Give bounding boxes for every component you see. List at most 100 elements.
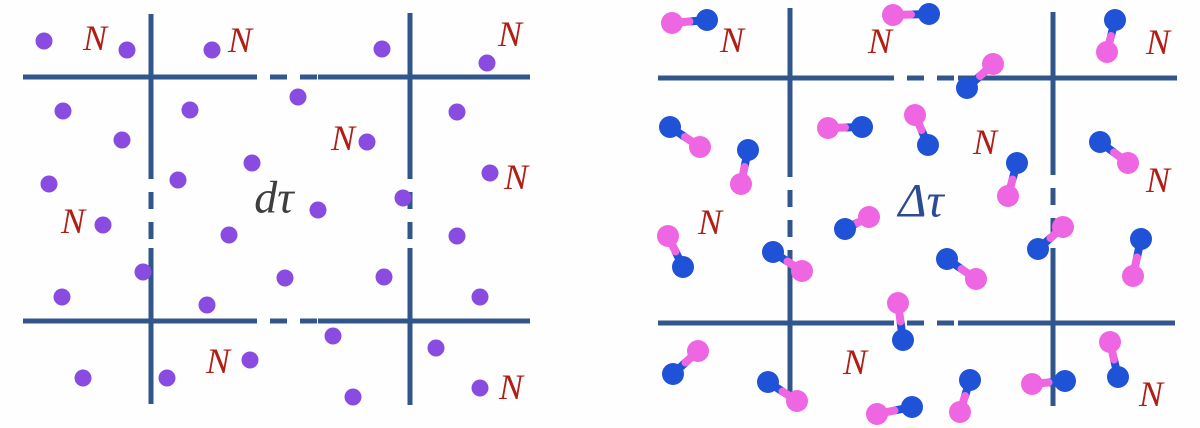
dimer-pink-atom	[1117, 152, 1139, 174]
atom-dot	[375, 268, 393, 286]
dimer-molecule	[834, 206, 880, 240]
atom-dot	[158, 369, 176, 387]
particle-count-label: N	[503, 157, 530, 197]
dimer-pink-atom	[1122, 265, 1144, 287]
dimer-molecule	[661, 9, 718, 34]
dimer-blue-atom	[1089, 131, 1111, 153]
atom-dot	[448, 103, 466, 121]
dimer-pink-atom	[904, 104, 926, 126]
atom-dot	[276, 269, 294, 287]
dimer-pink-atom	[965, 268, 987, 290]
timestep-label-left: dτ	[254, 172, 295, 223]
particle-count-label: N	[498, 367, 525, 407]
particle-count-label: N	[497, 14, 524, 54]
dimer-blue-atom	[834, 218, 856, 240]
dimer-blue-atom	[851, 116, 873, 138]
particle-count-label: N	[82, 18, 109, 58]
dimer-molecule	[1096, 9, 1126, 63]
dimer-blue-atom	[936, 248, 958, 270]
dimer-blue-atom	[696, 9, 718, 31]
dimer-pink-atom	[866, 403, 888, 425]
dimer-molecule	[1021, 370, 1076, 395]
dimer-blue-atom	[1130, 228, 1152, 250]
dimer-blue-atom	[662, 363, 684, 385]
particle-count-label: N	[719, 20, 746, 60]
particle-count-label: N	[1138, 374, 1165, 414]
dimer-blue-atom	[917, 134, 939, 156]
dimer-blue-atom	[737, 139, 759, 161]
atom-dot	[94, 216, 112, 234]
particle-count-label: N	[697, 202, 724, 242]
dimer-molecule	[887, 292, 914, 351]
dimer-pink-atom	[1052, 216, 1074, 238]
dimer-blue-atom	[892, 329, 914, 351]
atom-dot	[427, 339, 445, 357]
dimer-pink-atom	[817, 117, 839, 139]
atom-dot	[471, 379, 489, 397]
dimer-molecule	[949, 369, 981, 423]
atom-dot	[448, 227, 466, 245]
dimer-pink-atom	[730, 173, 752, 195]
dimer-pink-atom	[997, 185, 1019, 207]
dimer-molecule	[1027, 216, 1074, 260]
dimer-molecule	[657, 225, 694, 278]
atom-dot	[394, 189, 412, 207]
atom-dot	[478, 54, 496, 72]
dimer-blue-atom	[901, 396, 923, 418]
dimer-molecule	[1122, 228, 1152, 287]
atom-dot	[113, 131, 131, 149]
atom-dot	[203, 41, 221, 59]
dimer-pink-atom	[887, 292, 909, 314]
dimer-blue-atom	[918, 3, 940, 25]
dimer-molecule	[956, 53, 1004, 99]
dimer-pink-atom	[1021, 373, 1043, 395]
panel-right: N N N N N N N N Δτ	[657, 3, 1177, 425]
particle-count-label: N	[1145, 22, 1172, 62]
atom-dot	[181, 101, 199, 119]
dimer-blue-atom	[672, 256, 694, 278]
dimer-blue-atom	[762, 241, 784, 263]
dimer-pink-atom	[1096, 41, 1118, 63]
particle-count-label: N	[330, 118, 357, 158]
particle-count-label: N	[842, 342, 869, 382]
dimer-pink-atom	[786, 390, 808, 412]
panel-left: N N N N N N N Ndτ	[23, 13, 530, 407]
dimer-blue-atom	[959, 369, 981, 391]
atom-dot	[134, 263, 152, 281]
atom-dot	[358, 133, 376, 151]
dimer-blue-atom	[1027, 238, 1049, 260]
dimer-molecule	[866, 396, 923, 425]
particle-count-label: N	[972, 122, 999, 162]
dimer-molecule	[1099, 331, 1129, 388]
atom-dot	[54, 102, 72, 120]
dimer-pink-atom	[791, 260, 813, 282]
atom-dot	[344, 388, 362, 406]
dimer-molecule	[730, 139, 759, 195]
dimer-molecule	[997, 152, 1028, 207]
dimer-molecule	[757, 371, 808, 412]
atom-dot	[74, 369, 92, 387]
particle-count-label: N	[60, 201, 87, 241]
dimer-pink-atom	[689, 136, 711, 158]
dimer-molecule	[882, 3, 940, 26]
dimer-molecule	[659, 116, 711, 158]
particle-count-label: N	[227, 20, 254, 60]
dimer-molecule	[936, 248, 987, 290]
dimer-molecule	[817, 116, 873, 139]
dimer-pink-atom	[1099, 331, 1121, 353]
timestep-label-right: Δτ	[896, 175, 945, 228]
atom-dot	[289, 88, 307, 106]
dimer-pink-atom	[982, 53, 1004, 75]
atom-dot	[169, 171, 187, 189]
particle-count-label: N	[867, 21, 894, 61]
atom-dot	[471, 288, 489, 306]
dimer-pink-atom	[657, 225, 679, 247]
dimer-blue-atom	[1006, 152, 1028, 174]
atom-dot	[40, 175, 58, 193]
atom-dot	[243, 154, 261, 172]
atom-dot	[481, 164, 499, 182]
dimer-blue-atom	[956, 77, 978, 99]
atom-dot	[373, 40, 391, 58]
